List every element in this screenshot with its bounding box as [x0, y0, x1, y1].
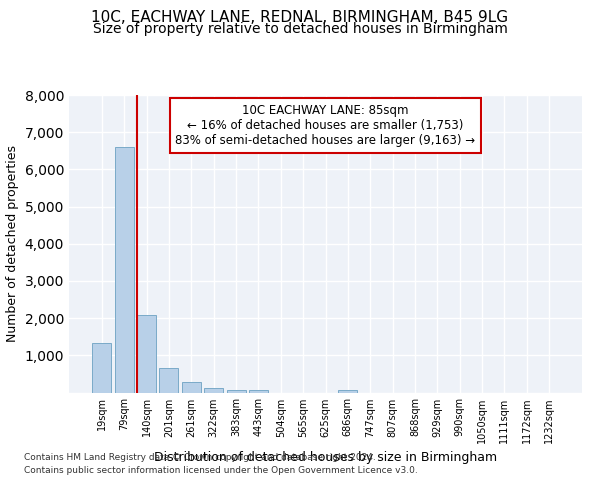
Bar [204, 388, 223, 392]
Text: 10C EACHWAY LANE: 85sqm
← 16% of detached houses are smaller (1,753)
83% of semi: 10C EACHWAY LANE: 85sqm ← 16% of detache… [175, 104, 476, 147]
Bar [160, 368, 178, 392]
X-axis label: Distribution of detached houses by size in Birmingham: Distribution of detached houses by size … [154, 451, 497, 464]
Bar [92, 344, 112, 392]
Text: Size of property relative to detached houses in Birmingham: Size of property relative to detached ho… [92, 22, 508, 36]
Bar [182, 382, 201, 392]
Text: Contains public sector information licensed under the Open Government Licence v3: Contains public sector information licen… [24, 466, 418, 475]
Bar [338, 390, 358, 392]
Bar [115, 147, 134, 392]
Y-axis label: Number of detached properties: Number of detached properties [6, 145, 19, 342]
Text: Contains HM Land Registry data © Crown copyright and database right 2024.: Contains HM Land Registry data © Crown c… [24, 452, 376, 462]
Text: 10C, EACHWAY LANE, REDNAL, BIRMINGHAM, B45 9LG: 10C, EACHWAY LANE, REDNAL, BIRMINGHAM, B… [91, 10, 509, 25]
Bar [137, 315, 156, 392]
Bar [249, 390, 268, 392]
Bar [227, 390, 245, 392]
